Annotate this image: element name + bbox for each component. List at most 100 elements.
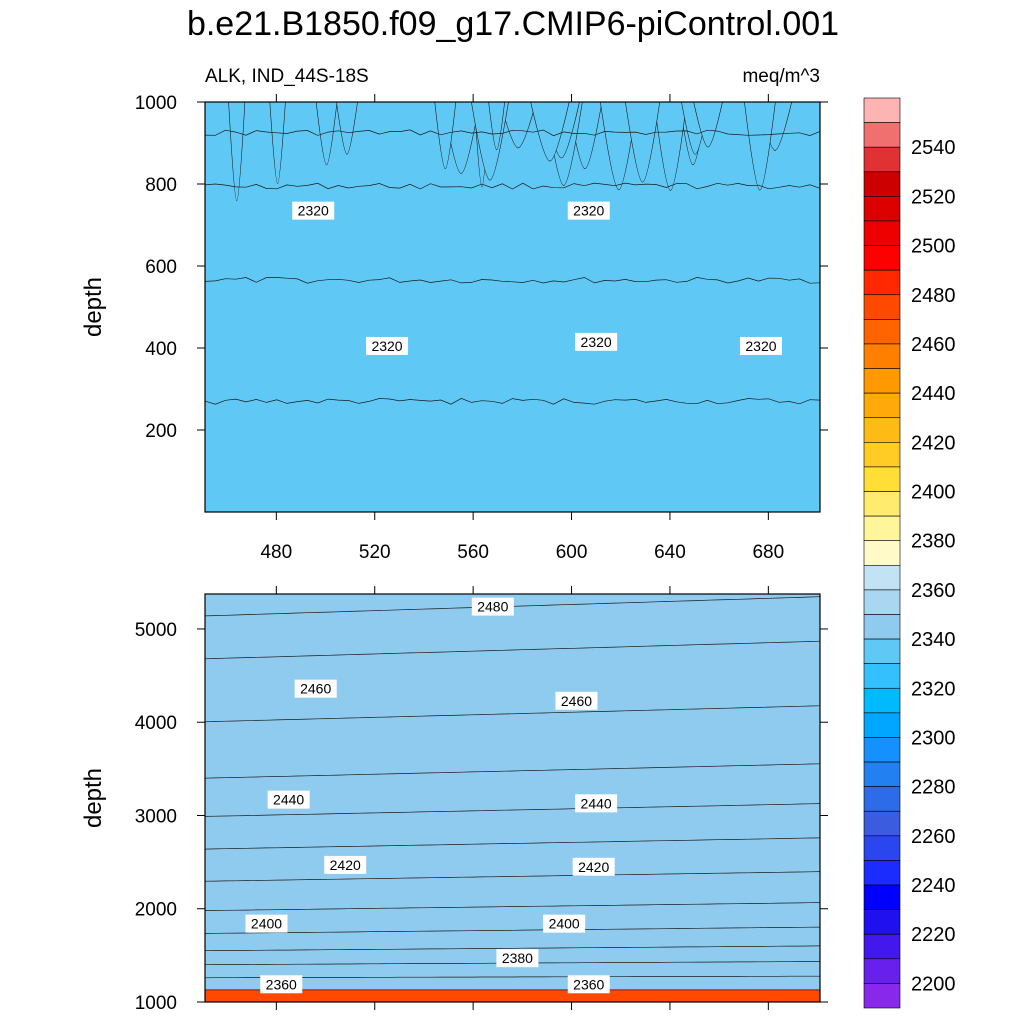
colorbar-swatch [863, 515, 901, 542]
contour-label: 2320 [567, 201, 610, 220]
colorbar-label: 2200 [911, 973, 956, 995]
contour-line [204, 640, 821, 660]
x-tick-label: 600 [556, 542, 588, 563]
upper-axis-ticks: 200 400 600 800 1000 480 520 560 600 640 680 [135, 93, 828, 563]
x-tick-label: 560 [457, 542, 489, 563]
colorbar-swatch [863, 196, 901, 222]
colorbar-swatch [863, 97, 901, 123]
y-tick-label: 400 [145, 339, 177, 360]
colorbar-swatch [863, 491, 901, 517]
lower-plot-frame [204, 593, 821, 1003]
colorbar-swatch [863, 860, 901, 886]
lower-panel: 2360 2360 2380 2400 2400 2420 2420 2440 2440 2460… [80, 586, 828, 1014]
contour-label: 2440 [267, 790, 310, 809]
colorbar-swatch [863, 909, 901, 935]
contour-label-text: 2400 [549, 916, 580, 932]
colorbar-label: 2240 [911, 875, 956, 897]
colorbar-swatch [863, 614, 901, 640]
contour-band [205, 594, 820, 990]
contour-line [204, 763, 821, 779]
colorbar-label: 2400 [911, 482, 956, 504]
colorbar-label: 2340 [911, 629, 956, 651]
contour-label: 2420 [324, 855, 367, 874]
colorbar-swatch [863, 933, 901, 960]
lower-contour-fill [205, 594, 820, 1002]
contour-label-text: 2460 [300, 681, 331, 697]
contour-line [204, 837, 821, 850]
contour-plume [653, 101, 688, 191]
chart-title: b.e21.B1850.f09_g17.CMIP6-piControl.001 [187, 5, 839, 43]
contour-plume [315, 101, 338, 166]
contour-label: 2460 [294, 679, 337, 698]
colorbar-swatch [863, 171, 901, 197]
contour-label: 2360 [567, 975, 610, 994]
contour-label-text: 2320 [581, 334, 612, 350]
contour-label: 2320 [575, 332, 618, 351]
colorbar-label: 2440 [911, 383, 956, 405]
colorbar-swatch [863, 810, 901, 837]
colorbar-label: 2360 [911, 580, 956, 602]
colorbar-swatch [863, 220, 901, 246]
contour-line [204, 902, 821, 911]
contour-label-text: 2420 [330, 857, 361, 873]
contour-label: 2460 [555, 691, 598, 710]
contour-plume [625, 101, 661, 183]
lower-y-axis-label: depth [80, 768, 107, 828]
y-tick-label: 1000 [135, 993, 177, 1014]
colorbar-swatch [863, 712, 901, 738]
contour-plume [336, 101, 358, 155]
contour-line [204, 871, 821, 882]
colorbar-swatch [863, 663, 901, 689]
contour-plume [434, 101, 457, 170]
colorbar-label: 2460 [911, 334, 956, 356]
colorbar-label: 2380 [911, 531, 956, 553]
contour-line [204, 398, 821, 405]
y-tick-label: 4000 [135, 713, 177, 734]
lower-axis-ticks: 1000 2000 3000 4000 5000 [135, 586, 828, 1014]
x-tick-label: 640 [654, 542, 686, 563]
lower-contour-lines [204, 596, 821, 991]
colorbar-label: 2520 [911, 186, 956, 208]
contour-line [204, 926, 821, 934]
colorbar-swatch [863, 958, 901, 984]
y-tick-label: 5000 [135, 620, 177, 641]
contour-label: 2380 [496, 949, 539, 968]
x-tick-label: 480 [260, 542, 292, 563]
contour-label-text: 2380 [502, 950, 533, 966]
upper-contour-labels: 2320 2320 2320 2320 2320 [292, 201, 782, 355]
contour-label-text: 2440 [273, 792, 304, 808]
contour-plume [488, 101, 505, 151]
contour-label-text: 2420 [578, 859, 609, 875]
colorbar-swatch [863, 146, 901, 173]
upper-y-axis-label: depth [80, 277, 107, 337]
colorbar-swatch [863, 564, 901, 591]
colorbar-swatch [863, 368, 901, 394]
contour-label-text: 2480 [477, 599, 508, 615]
colorbar-swatch [863, 884, 901, 910]
colorbar-label: 2300 [911, 727, 956, 749]
colorbar-swatch [863, 761, 901, 787]
x-tick-label: 680 [752, 542, 784, 563]
colorbar-swatch [863, 417, 901, 443]
colorbar-label: 2320 [911, 678, 956, 700]
y-tick-label: 1000 [135, 93, 177, 114]
colorbar-swatch [863, 835, 901, 861]
contour-plume [530, 101, 570, 162]
y-tick-label: 600 [145, 257, 177, 278]
colorbar-swatch [863, 786, 901, 812]
contour-line [204, 945, 821, 952]
contour-label-text: 2320 [371, 338, 402, 354]
contour-label-text: 2320 [298, 203, 329, 219]
contour-label-text: 2400 [251, 916, 282, 932]
contour-plume [693, 101, 723, 148]
colorbar-label: 2540 [911, 137, 956, 159]
contour-label: 2320 [739, 336, 782, 355]
colorbar-label: 2260 [911, 826, 956, 848]
contour-label-text: 2360 [573, 976, 604, 992]
contour-plume [744, 101, 776, 191]
contour-line [204, 975, 820, 979]
upper-right-subtitle: meq/m^3 [742, 66, 820, 87]
y-tick-label: 800 [145, 175, 177, 196]
contour-label-text: 2440 [581, 795, 612, 811]
